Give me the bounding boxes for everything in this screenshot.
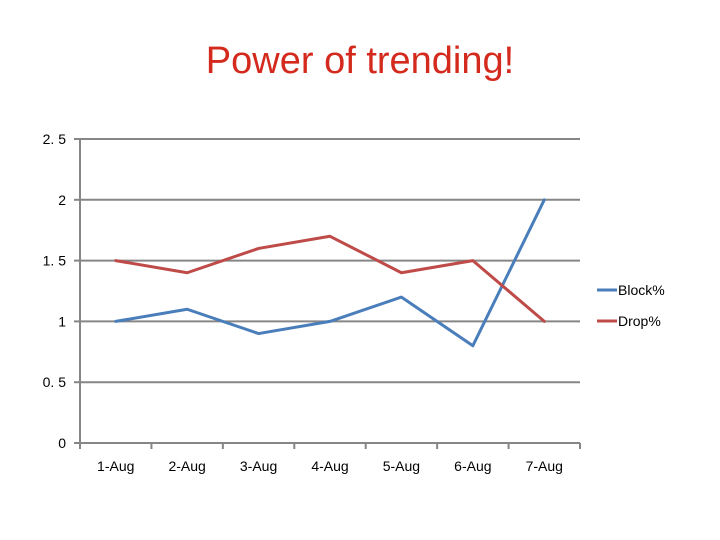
ytick-label-3: 1. 5 bbox=[43, 253, 67, 269]
ytick-label-2: 1 bbox=[58, 313, 66, 329]
xtick-label-1: 2-Aug bbox=[168, 458, 205, 474]
ytick-label-1: 0. 5 bbox=[43, 374, 67, 390]
xtick-label-2: 3-Aug bbox=[240, 458, 277, 474]
legend: Block% Drop% bbox=[597, 282, 665, 329]
legend-label-1: Drop% bbox=[618, 313, 661, 329]
xtick-label-5: 6-Aug bbox=[454, 458, 491, 474]
axes bbox=[74, 138, 581, 449]
tick-labels: 0 0. 5 1 1. 5 2 2. 5 1-Aug 2-Aug 3-Aug 4-Aug 5-Aug… bbox=[43, 131, 563, 474]
series-lines bbox=[114, 198, 546, 348]
xtick-label-6: 7-Aug bbox=[526, 458, 563, 474]
xtick-label-0: 1-Aug bbox=[97, 458, 134, 474]
xtick-label-3: 4-Aug bbox=[311, 458, 348, 474]
series-line-drop-pct bbox=[114, 234, 546, 323]
ytick-label-0: 0 bbox=[58, 435, 66, 451]
ytick-label-4: 2 bbox=[58, 192, 66, 208]
ytick-label-5: 2. 5 bbox=[43, 131, 67, 147]
legend-label-0: Block% bbox=[618, 282, 665, 298]
slide-title: Power of trending! bbox=[205, 40, 515, 82]
grid-lines bbox=[80, 138, 580, 384]
xtick-label-4: 5-Aug bbox=[383, 458, 420, 474]
